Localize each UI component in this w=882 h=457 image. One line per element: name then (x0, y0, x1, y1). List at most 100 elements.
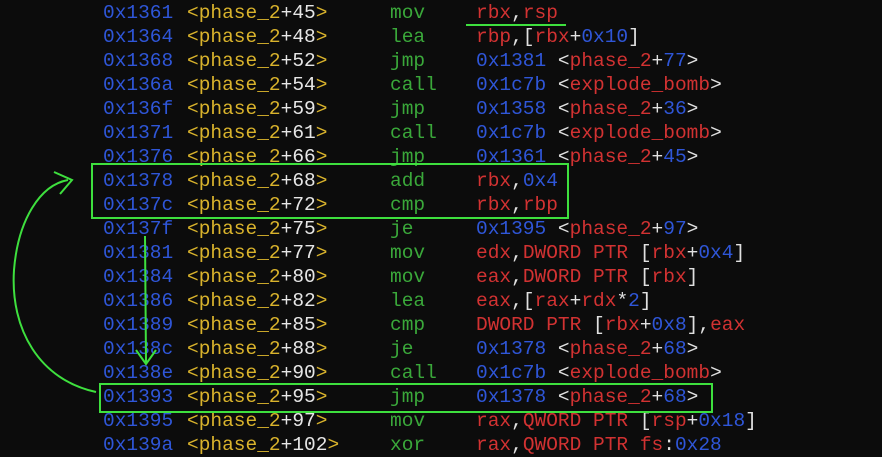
operand-token: fs (639, 434, 664, 456)
operand-token: 0x1378 (476, 386, 547, 408)
operand-token: [ (628, 266, 652, 288)
operand-token: < (546, 362, 570, 384)
operand-token: PTR (593, 266, 629, 288)
instruction-address: 0x1393 (103, 386, 174, 408)
operand-token: 36 (663, 98, 687, 120)
operand-token: + (651, 218, 664, 240)
operand-token: , (511, 170, 523, 192)
instruction-mnemonic: cmp (390, 194, 426, 216)
instruction-operands: rbx,rbp (476, 193, 558, 217)
instruction-symbol: <phase_2+75> (187, 218, 328, 240)
operand-token: > (710, 362, 722, 384)
instruction-address: 0x138e (103, 362, 174, 384)
operand-token: ] (733, 242, 746, 264)
operand-token: , (511, 410, 523, 432)
operand-token: 0x1378 (476, 338, 547, 360)
instruction-symbol: <phase_2+52> (187, 50, 328, 72)
symbol-name: phase_2 (198, 170, 281, 192)
operand-token: 0x1358 (476, 98, 547, 120)
operand-token: < (546, 98, 570, 120)
operand-token: > (710, 74, 722, 96)
operand-token: rbx (476, 2, 512, 24)
instruction-mnemonic: jmp (390, 146, 426, 168)
instruction-operands: rbp,[rbx+0x10] (476, 25, 640, 49)
operand-token: DWORD (522, 242, 582, 264)
instruction-operands: 0x1378 <phase_2+68> (476, 385, 698, 409)
instruction-symbol: <phase_2+97> (187, 410, 328, 432)
operand-token: < (546, 218, 570, 240)
operand-token: [ (628, 410, 652, 432)
operand-token: < (546, 386, 570, 408)
instruction-row: 0x1395 <phase_2+97> mov rax,QWORD PTR [rsp+… (0, 409, 882, 433)
operand-token (535, 314, 547, 336)
instruction-symbol: <phase_2+102> (187, 434, 340, 456)
operand-token (628, 434, 640, 456)
operand-token: rsp (651, 410, 687, 432)
instruction-row: 0x1364 <phase_2+48> lea rbp,[rbx+0x10] (0, 25, 882, 49)
operand-token: 68 (663, 386, 687, 408)
operand-token: , (511, 266, 523, 288)
symbol-name: phase_2 (198, 314, 281, 336)
symbol-name: phase_2 (198, 218, 281, 240)
operand-token: , (511, 434, 523, 456)
instruction-address: 0x1376 (103, 146, 174, 168)
instruction-address: 0x1364 (103, 26, 174, 48)
operand-token: explode_bomb (569, 74, 711, 96)
symbol-offset: +68 (280, 170, 316, 192)
operand-token: phase_2 (569, 338, 652, 360)
operand-token: phase_2 (569, 218, 652, 240)
instruction-operands: rax,QWORD PTR fs:0x28 (476, 433, 722, 457)
instruction-address: 0x138c (103, 338, 174, 360)
symbol-offset: +82 (280, 290, 316, 312)
instruction-address: 0x1395 (103, 410, 174, 432)
instruction-mnemonic: jmp (390, 386, 426, 408)
symbol-name: phase_2 (198, 338, 281, 360)
operand-token: rax (534, 290, 570, 312)
instruction-row: 0x138c <phase_2+88> je 0x1378 <phase_2+68> (0, 337, 882, 361)
operand-token: < (546, 338, 570, 360)
symbol-offset: +102 (280, 434, 328, 456)
operand-token: ] (628, 26, 640, 48)
instruction-address: 0x1371 (103, 122, 174, 144)
operand-token: PTR (593, 410, 629, 432)
operand-token: rax (476, 434, 512, 456)
instruction-row: 0x139a <phase_2+102> xor rax,QWORD PTR fs:0… (0, 433, 882, 457)
operand-token: PTR (593, 242, 629, 264)
symbol-offset: +45 (280, 2, 316, 24)
instruction-mnemonic: mov (390, 2, 426, 24)
instruction-symbol: <phase_2+68> (187, 170, 328, 192)
symbol-offset: +80 (280, 266, 316, 288)
instruction-symbol: <phase_2+88> (187, 338, 328, 360)
instruction-address: 0x1384 (103, 266, 174, 288)
symbol-name: phase_2 (198, 194, 281, 216)
operand-token: rax (476, 410, 512, 432)
operand-token: phase_2 (569, 98, 652, 120)
symbol-offset: +59 (280, 98, 316, 120)
operand-token: ,[ (511, 26, 535, 48)
instruction-row: 0x1381 <phase_2+77> mov edx,DWORD PTR [rbx+… (0, 241, 882, 265)
instruction-operands: rax,QWORD PTR [rsp+0x18] (476, 409, 757, 433)
operand-token: + (639, 314, 652, 336)
operand-token: explode_bomb (569, 362, 711, 384)
operand-token: phase_2 (569, 146, 652, 168)
operand-token: rbx (651, 242, 687, 264)
operand-token: + (651, 146, 664, 168)
instruction-row: 0x1384 <phase_2+80> mov eax,DWORD PTR [rbx] (0, 265, 882, 289)
symbol-offset: +72 (280, 194, 316, 216)
operand-token: 0x1395 (476, 218, 547, 240)
instruction-address: 0x1389 (103, 314, 174, 336)
instruction-symbol: <phase_2+82> (187, 290, 328, 312)
instruction-address: 0x1378 (103, 170, 174, 192)
symbol-name: phase_2 (198, 122, 281, 144)
instruction-row: 0x137c <phase_2+72> cmp rbx,rbp (0, 193, 882, 217)
instruction-symbol: <phase_2+72> (187, 194, 328, 216)
operand-token: ], (686, 314, 711, 336)
operand-token: edx (476, 242, 512, 264)
symbol-offset: +97 (280, 410, 316, 432)
operand-token: 0x1c7b (476, 74, 547, 96)
instruction-operands: eax,DWORD PTR [rbx] (476, 265, 698, 289)
operand-token: + (651, 386, 664, 408)
operand-token: > (686, 386, 699, 408)
instruction-mnemonic: mov (390, 266, 426, 288)
operand-token: 2 (628, 290, 640, 312)
